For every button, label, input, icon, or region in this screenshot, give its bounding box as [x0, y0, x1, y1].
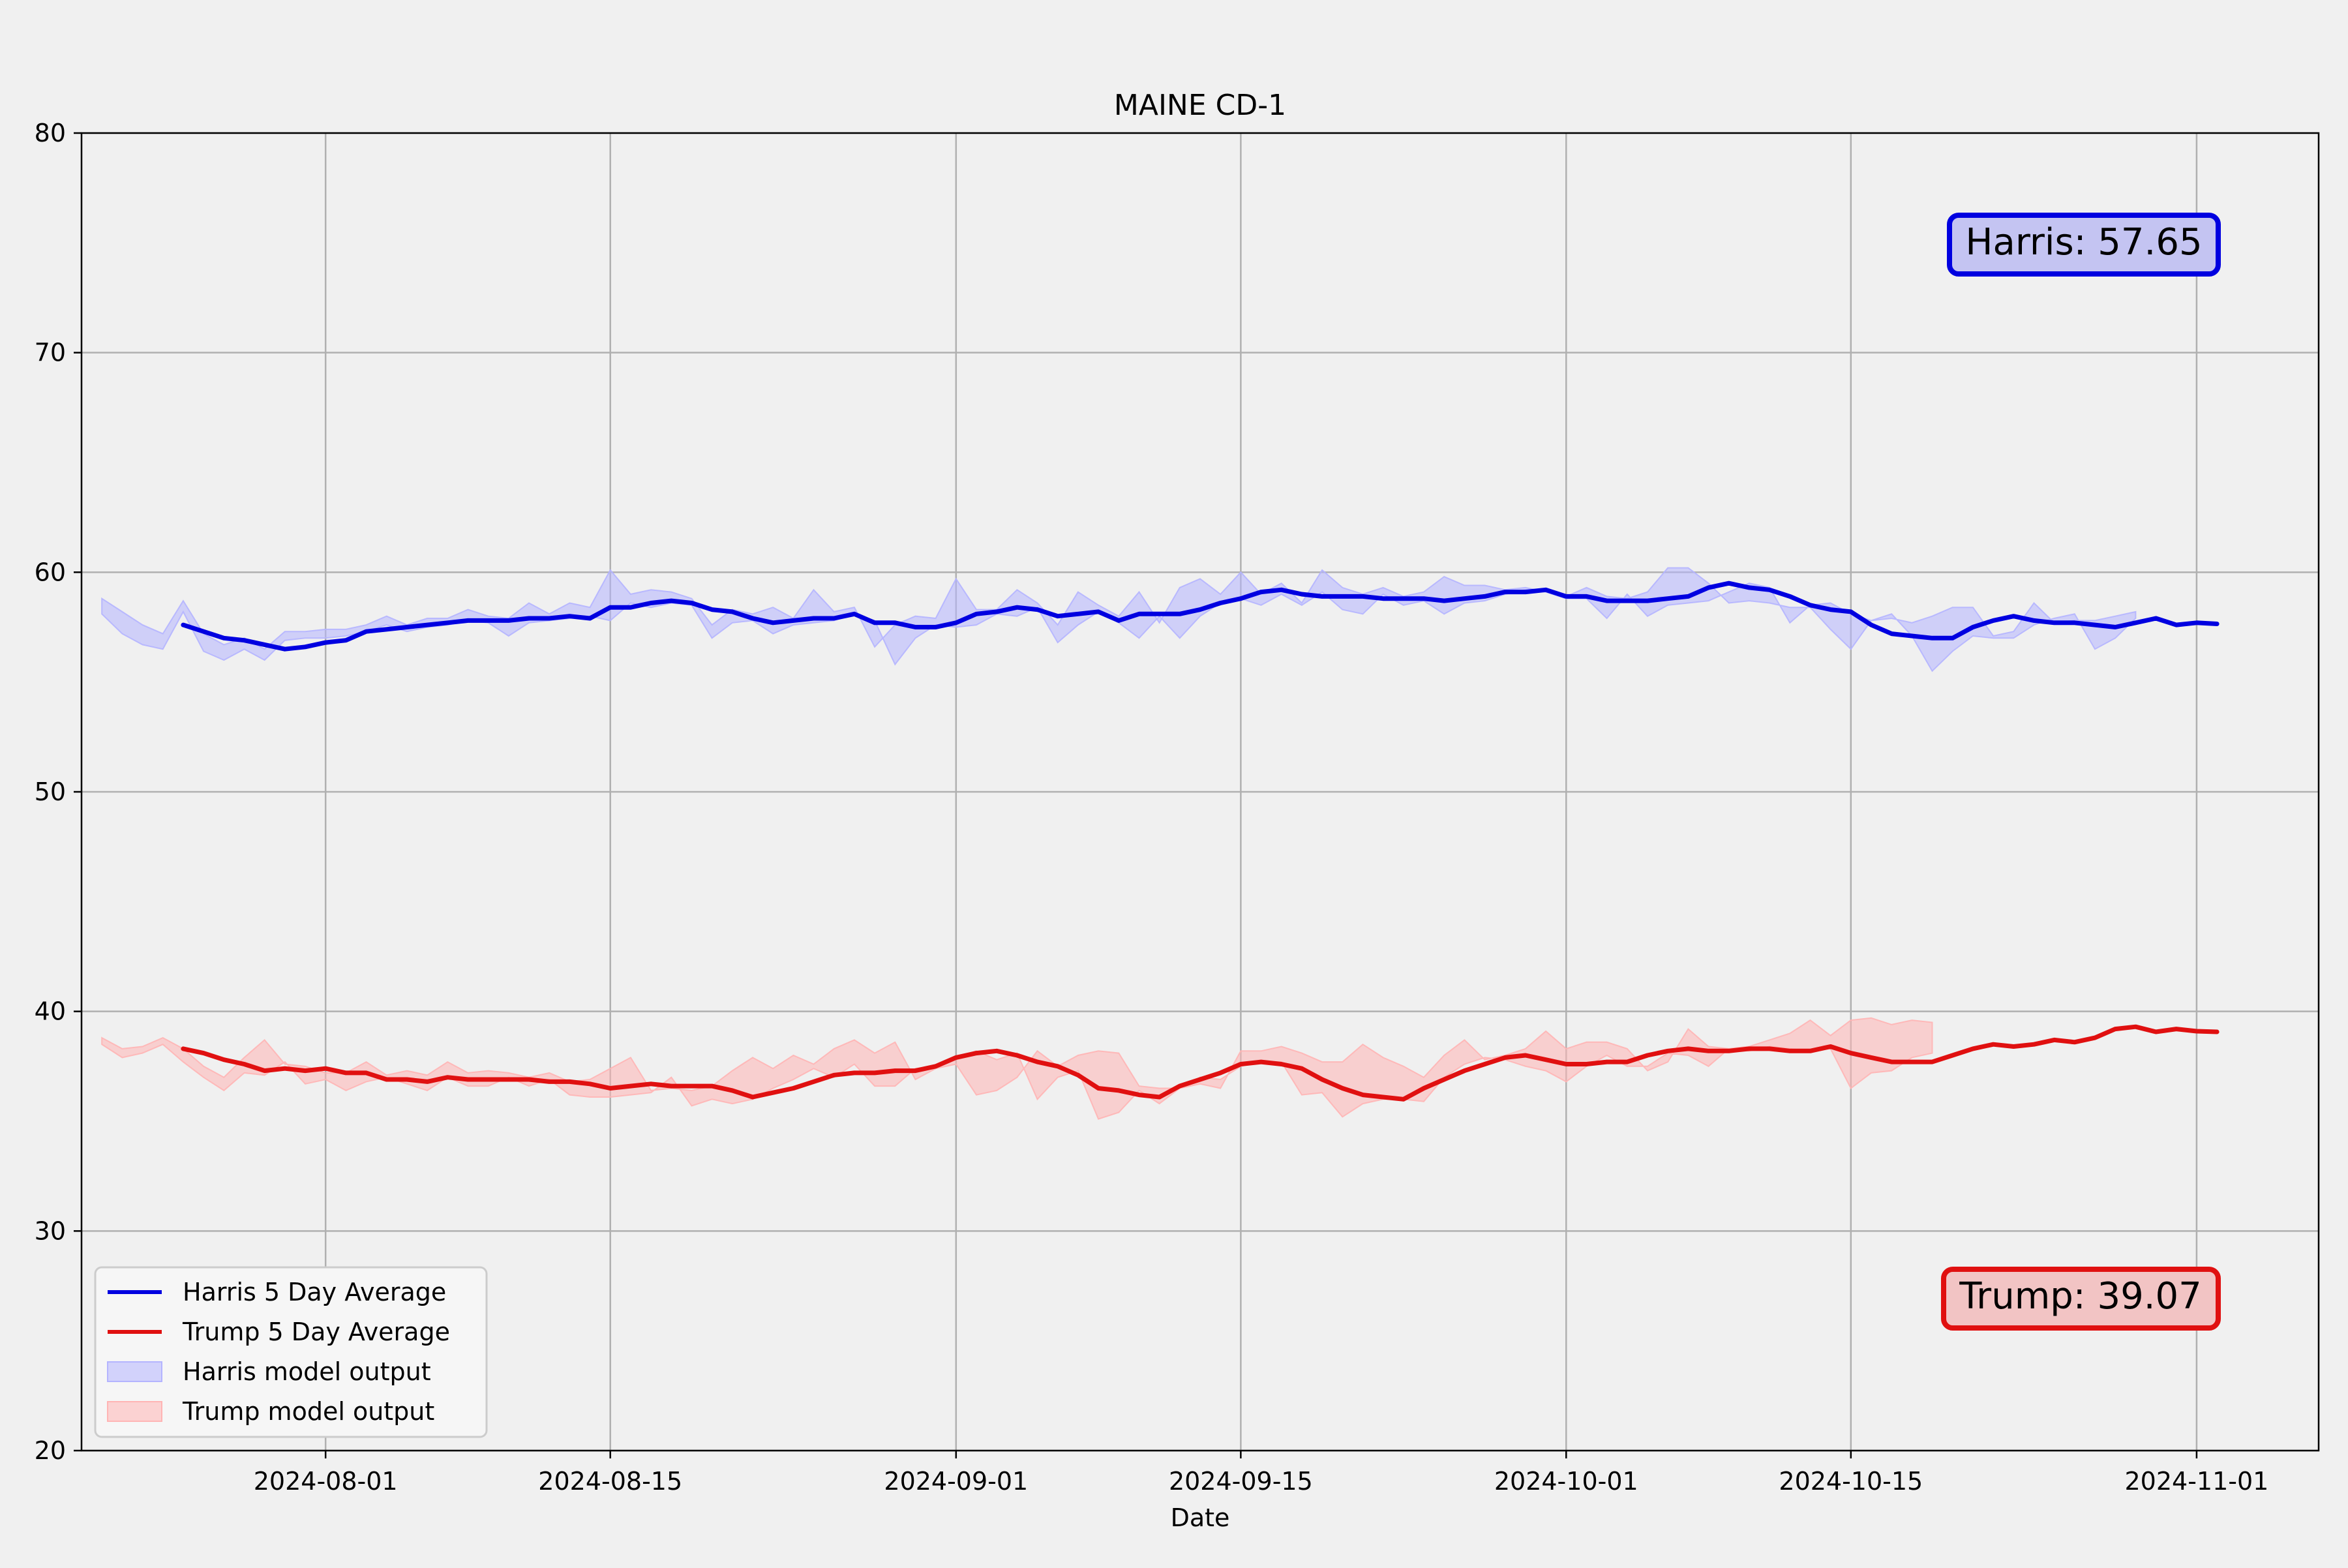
legend-trump-average: Trump 5 Day Average [182, 1318, 450, 1346]
average-lines [181, 580, 2220, 1102]
trump-5-day-average-line [181, 1024, 2220, 1102]
x-tick-label: 2024-08-01 [254, 1467, 398, 1496]
trump-model-output-band [101, 1017, 1933, 1120]
trump-annotation: Trump: 39.07 [1941, 1267, 2221, 1331]
x-tick-label: 2024-10-01 [1494, 1467, 1638, 1496]
x-tick-label: 2024-09-01 [884, 1467, 1028, 1496]
legend-box [94, 1266, 488, 1438]
harris-annotation-text: Harris: 57.65 [1965, 221, 2202, 264]
y-tick-label: 70 [35, 339, 66, 367]
legend-harris-average: Harris 5 Day Average [183, 1278, 446, 1306]
x-tick-label: 2024-11-01 [2124, 1467, 2268, 1496]
harris-annotation-box [1947, 213, 2221, 277]
legend-trump-band-swatch [107, 1401, 162, 1422]
x-tick-label: 2024-10-15 [1779, 1467, 1923, 1496]
axis-ticks: 20 30 40 50 60 70 80 2024-08-01 2024-08-15 2024-0… [35, 119, 2269, 1496]
harris-5-day-average-line [181, 580, 2220, 652]
legend-harris-band-swatch [107, 1361, 162, 1382]
y-tick-label: 40 [35, 997, 66, 1026]
y-tick-label: 60 [35, 558, 66, 586]
trump-annotation-text: Trump: 39.07 [1959, 1275, 2202, 1318]
x-tick-label: 2024-09-15 [1169, 1467, 1313, 1496]
x-tick-label: 2024-08-15 [538, 1467, 682, 1496]
legend-trump-model: Trump model output [182, 1397, 434, 1426]
trump-annotation-box [1941, 1267, 2221, 1331]
y-tick-label: 50 [35, 777, 66, 806]
y-tick-label: 20 [35, 1436, 66, 1465]
legend: Harris 5 Day Average Trump 5 Day Average… [94, 1266, 488, 1438]
y-tick-label: 30 [35, 1216, 66, 1245]
chart-title: MAINE CD-1 [1114, 89, 1286, 122]
y-tick-label: 80 [35, 119, 66, 147]
legend-harris-model: Harris model output [183, 1357, 431, 1386]
harris-annotation: Harris: 57.65 [1947, 213, 2221, 277]
x-axis-label: Date [1171, 1503, 1230, 1532]
